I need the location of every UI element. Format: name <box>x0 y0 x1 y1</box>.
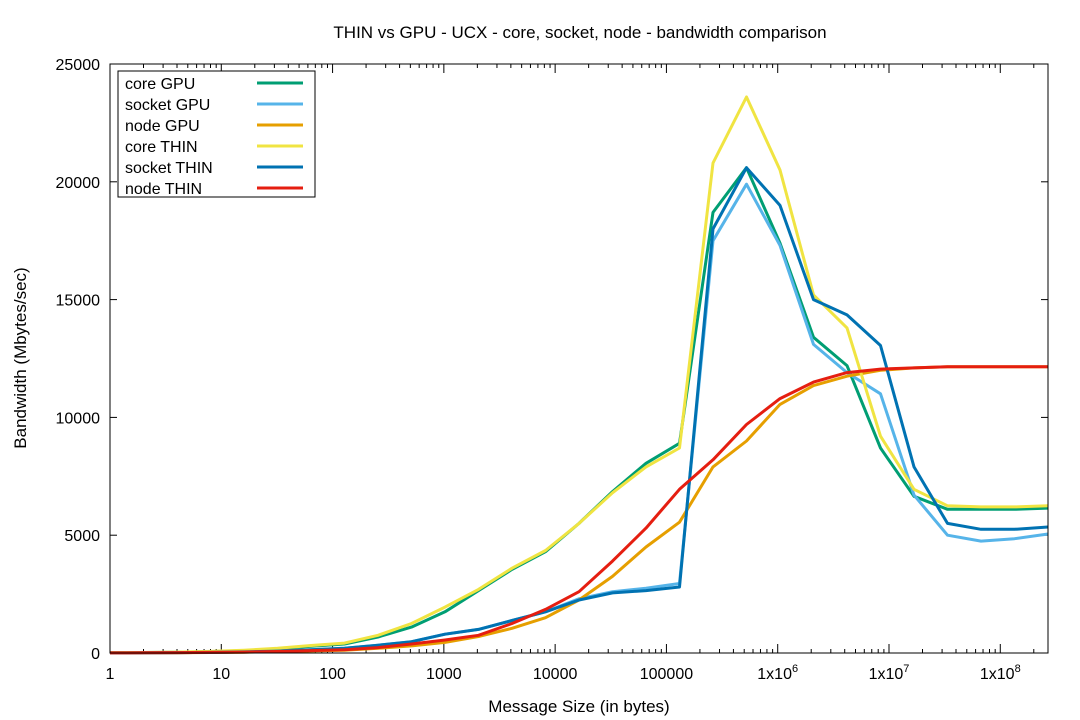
series-line-node-gpu <box>109 365 1048 655</box>
y-tick-label: 25000 <box>56 57 101 74</box>
x-tick-label: 1x107 <box>869 663 910 683</box>
x-axis-title: Message Size (in bytes) <box>488 697 669 716</box>
legend-label: node THIN <box>125 181 202 198</box>
x-tick-label: 100000 <box>640 666 693 683</box>
chart-title: THIN vs GPU - UCX - core, socket, node -… <box>333 23 826 42</box>
series-line-socket-gpu <box>109 182 1049 655</box>
legend: core GPU socket GPU node GPU core THIN socke… <box>117 70 316 198</box>
x-tick-label: 100 <box>319 666 346 683</box>
y-tick-label: 0 <box>91 646 100 663</box>
legend-label: socket THIN <box>125 160 213 177</box>
plot-frame <box>109 63 1049 654</box>
y-tick-label: 10000 <box>56 410 101 427</box>
legend-box <box>117 70 316 198</box>
series-line-socket-thin <box>109 166 1049 655</box>
x-tick-label: 1 <box>106 666 115 683</box>
series-line-core-gpu <box>109 166 1049 655</box>
y-tick-label: 20000 <box>56 175 101 192</box>
x-tick-label: 1x106 <box>757 663 798 683</box>
y-axis-title: Bandwidth (Mbytes/sec) <box>11 267 30 448</box>
series-line-node-thin <box>109 365 1048 655</box>
legend-label: socket GPU <box>125 97 210 114</box>
series-lines <box>109 95 1049 655</box>
y-tick-label: 5000 <box>64 528 100 545</box>
y-tick-label: 15000 <box>56 293 101 310</box>
x-tick-label: 1000 <box>426 666 462 683</box>
series-line-core-thin <box>109 95 1049 655</box>
legend-label: core THIN <box>125 139 198 156</box>
x-tick-label: 1x108 <box>980 663 1021 683</box>
axis-ticks: 0 5000 10000 15000 20000 25000 1 10 100 1000 10000… <box>56 57 1048 683</box>
legend-label: core GPU <box>125 76 195 93</box>
x-tick-label: 10 <box>212 666 230 683</box>
x-tick-label: 10000 <box>533 666 578 683</box>
legend-label: node GPU <box>125 118 200 135</box>
